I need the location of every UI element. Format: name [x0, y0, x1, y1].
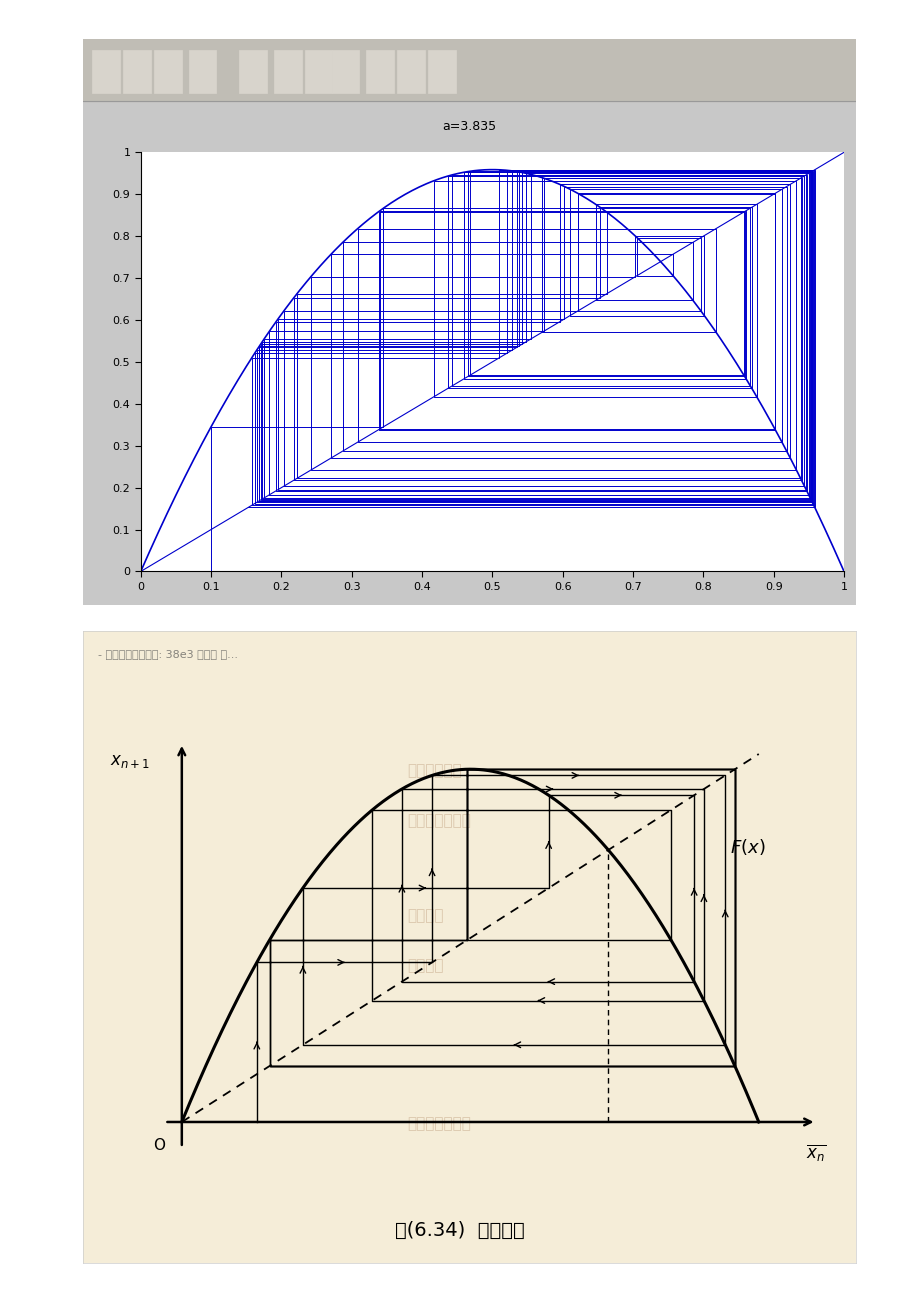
Text: a=3.835: a=3.835	[442, 120, 495, 133]
Bar	[188, 51, 216, 92]
Text: - 每次迭代的一画出: 38e3 以后一 之...: - 每次迭代的一画出: 38e3 以后一 之...	[98, 648, 238, 659]
Bar	[366, 51, 394, 92]
Bar	[92, 51, 119, 92]
Text: $F(x)$: $F(x)$	[729, 837, 765, 858]
Bar	[153, 51, 182, 92]
Bar	[397, 51, 425, 92]
Text: 图(6.34)  虫口模型: 图(6.34) 虫口模型	[394, 1221, 525, 1240]
Bar	[83, 39, 855, 102]
Text: 稳固逃步: 稳固逃步	[407, 958, 443, 974]
Text: 稳固逃步: 稳固逃步	[407, 907, 443, 923]
Text: 速度审核拥图: 速度审核拥图	[407, 763, 461, 777]
Bar	[427, 51, 456, 92]
Text: O: O	[153, 1138, 165, 1154]
Text: 该出击的平衡模: 该出击的平衡模	[407, 814, 471, 828]
Bar	[123, 51, 151, 92]
Text: $x_{n+1}$: $x_{n+1}$	[109, 753, 150, 771]
Bar	[239, 51, 267, 92]
Bar	[331, 51, 359, 92]
Bar	[273, 51, 301, 92]
Bar	[304, 51, 332, 92]
Text: 四平支线测拓架: 四平支线测拓架	[407, 1117, 471, 1131]
Text: $\overline{x_n}$: $\overline{x_n}$	[806, 1142, 825, 1163]
